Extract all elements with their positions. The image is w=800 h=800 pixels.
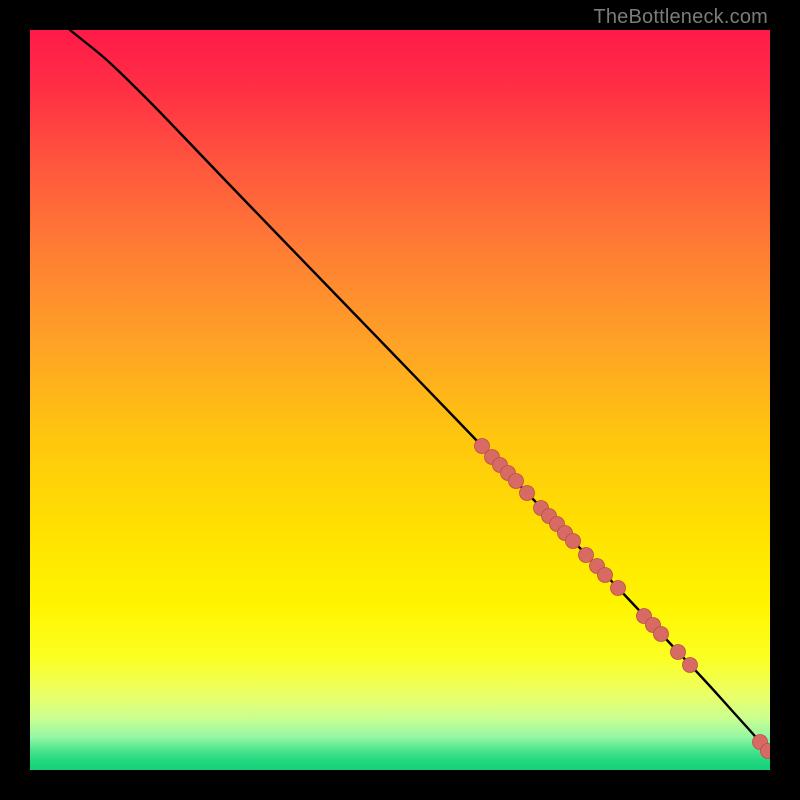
plot-svg — [30, 30, 770, 770]
data-marker — [509, 474, 524, 489]
frame-border — [770, 0, 800, 800]
watermark-text: TheBottleneck.com — [593, 6, 768, 29]
data-marker — [520, 486, 535, 501]
bottleneck-curve — [70, 30, 770, 754]
data-marker — [671, 645, 686, 660]
data-marker — [611, 581, 626, 596]
data-marker — [654, 627, 669, 642]
data-marker — [579, 548, 594, 563]
data-marker — [683, 658, 698, 673]
data-marker — [598, 568, 613, 583]
data-marker — [566, 534, 581, 549]
frame-border — [0, 0, 30, 800]
plot-area — [30, 30, 770, 770]
frame-border — [0, 770, 800, 800]
